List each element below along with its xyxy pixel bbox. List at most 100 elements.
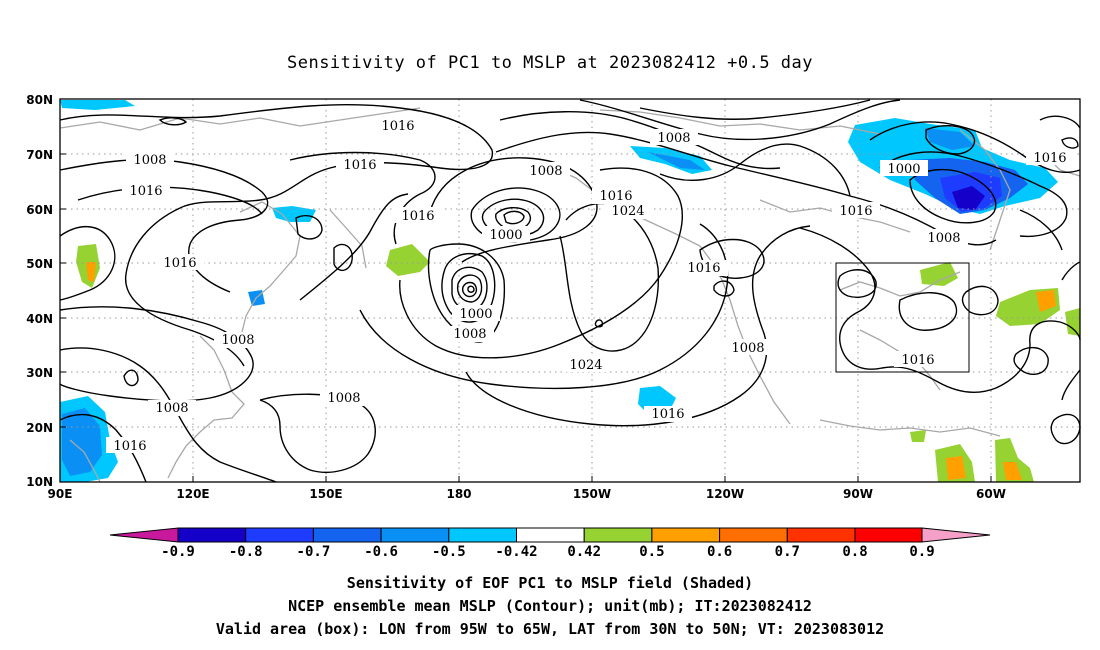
lat-label: 20N bbox=[26, 421, 53, 435]
colorbar-label: -0.8 bbox=[229, 544, 263, 560]
isobar bbox=[898, 292, 958, 331]
positive-sensitivity-area bbox=[386, 244, 430, 276]
lat-label: 50N bbox=[26, 257, 53, 271]
negative-sensitivity-area bbox=[952, 186, 985, 210]
lon-label: 90W bbox=[843, 487, 873, 501]
figure-caption: Sensitivity of EOF PC1 to MSLP field (Sh… bbox=[216, 574, 884, 638]
contour-labels: 1016 1008 1008 1016 1016 1016 1016 1008 … bbox=[106, 117, 1074, 454]
positive-sensitivity-area bbox=[910, 430, 926, 442]
contour-label: 1008 bbox=[657, 131, 690, 146]
colorbar-label: -0.7 bbox=[297, 544, 331, 560]
lon-label: 150W bbox=[573, 487, 611, 501]
isobar bbox=[1050, 413, 1081, 445]
lat-label: 70N bbox=[26, 148, 53, 162]
contour-label: 1008 bbox=[221, 333, 254, 348]
lon-label: 120W bbox=[706, 487, 744, 501]
colorbar-high-end bbox=[921, 527, 991, 543]
contour-label: 1008 bbox=[133, 153, 166, 168]
colorbar-segment bbox=[651, 527, 721, 543]
map-panel: 1016 1008 1008 1016 1016 1016 1016 1008 … bbox=[26, 93, 1081, 501]
negative-sensitivity-area bbox=[272, 206, 316, 222]
colorbar-low-end bbox=[109, 527, 179, 543]
isobar bbox=[77, 186, 263, 215]
contour-label: 1016 bbox=[113, 439, 146, 454]
colorbar-segment bbox=[380, 527, 450, 543]
isobar bbox=[467, 285, 475, 293]
isobar bbox=[503, 210, 525, 225]
isobar bbox=[879, 151, 1068, 238]
colorbar-segment bbox=[245, 527, 314, 543]
colorbar-segment bbox=[177, 527, 247, 543]
colorbar-segment bbox=[516, 527, 585, 543]
colorbar-labels: -0.9 -0.8 -0.7 -0.6 -0.5 -0.42 0.42 0.5 … bbox=[161, 544, 935, 560]
isobar bbox=[1013, 347, 1049, 376]
caption-line: NCEP ensemble mean MSLP (Contour); unit(… bbox=[288, 597, 812, 615]
figure-title: Sensitivity of PC1 to MSLP at 2023082412… bbox=[287, 53, 813, 73]
isobar bbox=[925, 125, 976, 155]
lat-label: 40N bbox=[26, 312, 53, 326]
contour-label: 1008 bbox=[453, 327, 486, 342]
isobar bbox=[456, 274, 483, 303]
axis-ticks bbox=[60, 153, 992, 482]
isobar bbox=[123, 369, 139, 387]
contour-label: 1016 bbox=[401, 209, 434, 224]
contour-label: 1016 bbox=[163, 256, 196, 271]
colorbar-label: -0.9 bbox=[161, 544, 195, 560]
contour-label: 1008 bbox=[731, 341, 764, 356]
contour-label: 1000 bbox=[887, 162, 920, 177]
isobar bbox=[961, 285, 999, 316]
colorbar-segment bbox=[312, 527, 382, 543]
isobar bbox=[427, 243, 506, 343]
isobar bbox=[1019, 209, 1063, 251]
isobar bbox=[299, 193, 409, 301]
lon-label: 150E bbox=[309, 487, 342, 501]
colorbar-segment bbox=[786, 527, 856, 543]
negative-sensitivity-area bbox=[648, 152, 705, 170]
isobar bbox=[1039, 115, 1081, 129]
contour-label: 1016 bbox=[839, 204, 872, 219]
contour-label: 1008 bbox=[529, 164, 562, 179]
negative-sensitivity-area bbox=[62, 408, 102, 476]
latitude-labels: 80N 70N 60N 50N 40N 30N 20N 10N bbox=[26, 93, 53, 489]
colorbar-segment bbox=[719, 527, 788, 543]
isobar bbox=[837, 269, 877, 298]
graticule bbox=[60, 99, 1080, 482]
contour-label: 1000 bbox=[489, 228, 522, 243]
lon-label: 60W bbox=[976, 487, 1006, 501]
colorbar-label: 0.5 bbox=[639, 544, 664, 560]
colorbar-segment bbox=[854, 527, 923, 543]
contour-label: 1008 bbox=[927, 231, 960, 246]
positive-sensitivity-area bbox=[1003, 462, 1022, 480]
isobar bbox=[799, 227, 1081, 393]
caption-line: Sensitivity of EOF PC1 to MSLP field (Sh… bbox=[347, 574, 753, 592]
contour-label: 1016 bbox=[651, 407, 684, 422]
isobar bbox=[295, 214, 323, 240]
isobar bbox=[713, 280, 735, 297]
isobar bbox=[461, 281, 478, 298]
isobar bbox=[659, 143, 851, 197]
lon-label: 120E bbox=[176, 487, 209, 501]
lat-label: 60N bbox=[26, 203, 53, 217]
valid-area-box bbox=[835, 262, 970, 373]
isobar bbox=[909, 168, 997, 224]
lat-label: 10N bbox=[26, 475, 53, 489]
contour-label: 1016 bbox=[901, 353, 934, 368]
contour-label: 1008 bbox=[327, 391, 360, 406]
isobar bbox=[333, 243, 353, 271]
lon-label: 90E bbox=[48, 487, 73, 501]
isobar bbox=[465, 225, 811, 427]
colorbar-label: -0.5 bbox=[432, 544, 466, 560]
colorbar-segment bbox=[448, 527, 517, 543]
colorbar-label: 0.7 bbox=[775, 544, 800, 560]
colorbar-label: 0.8 bbox=[842, 544, 867, 560]
positive-sensitivity-area bbox=[920, 262, 958, 286]
colorbar-label: -0.42 bbox=[495, 544, 537, 560]
positive-sensitivity-area bbox=[1065, 308, 1080, 336]
lat-label: 80N bbox=[26, 93, 53, 107]
colorbar-label: 0.9 bbox=[909, 544, 934, 560]
isobar bbox=[869, 121, 1081, 174]
isobar bbox=[158, 117, 188, 126]
lon-label: 180 bbox=[446, 487, 471, 501]
negative-sensitivity-area bbox=[925, 128, 975, 150]
